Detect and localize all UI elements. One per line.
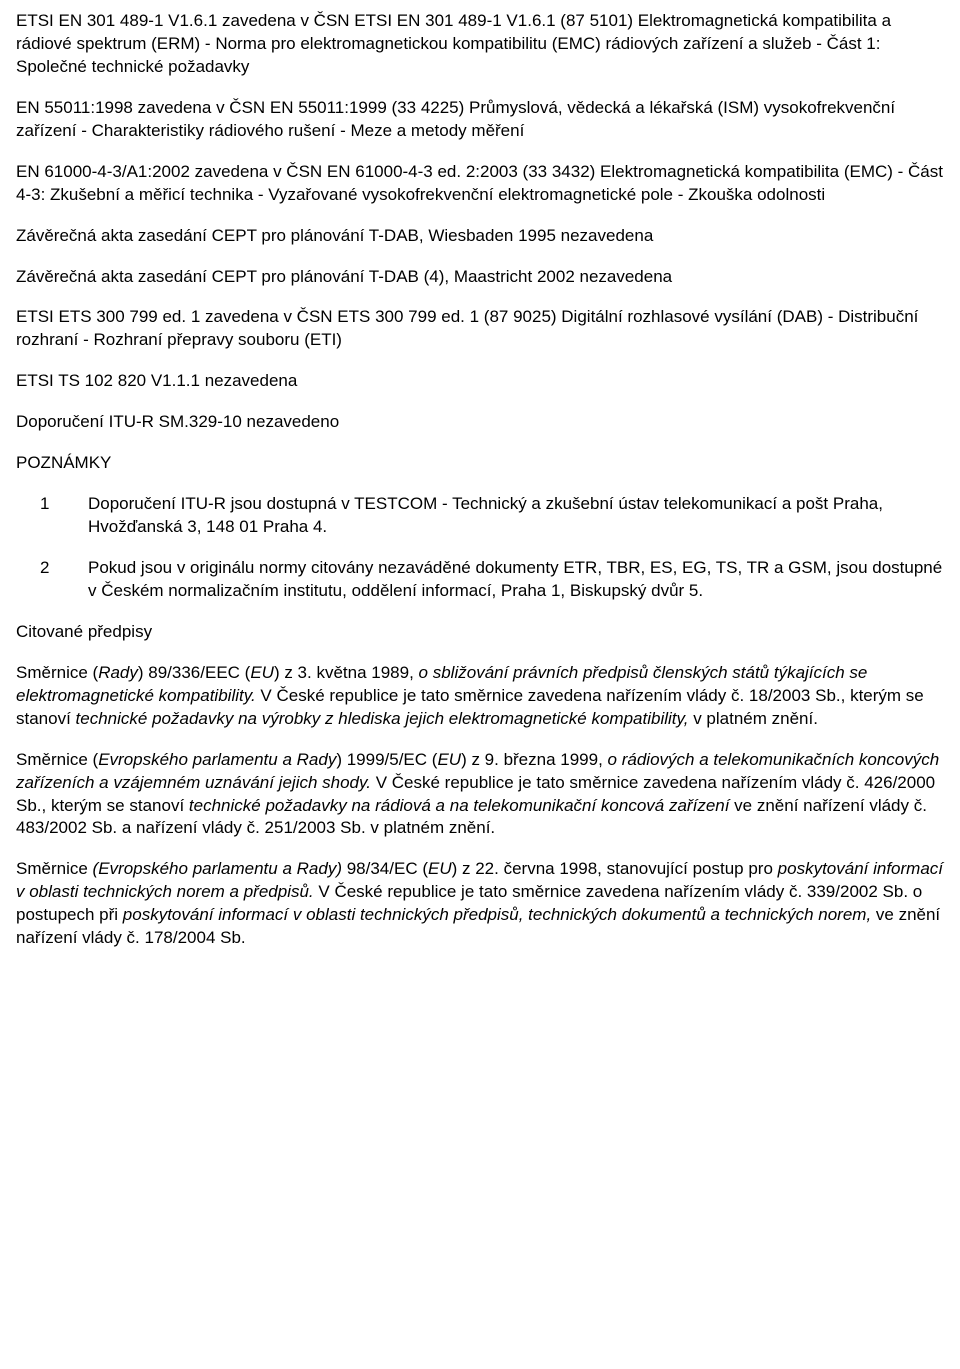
cited-regulations-heading: Citované předpisy (16, 621, 944, 644)
text-run-italic: technické požadavky na výrobky z hledisk… (76, 709, 689, 728)
note-number: 1 (16, 493, 88, 539)
text-run-italic: Rady (98, 663, 138, 682)
text-run-italic: EU (437, 750, 461, 769)
text-run: Směrnice (16, 859, 93, 878)
notes-list: 1 Doporučení ITU-R jsou dostupná v TESTC… (16, 493, 944, 603)
text-run: Směrnice ( (16, 750, 98, 769)
directive-paragraph: Směrnice (Rady) 89/336/EEC (EU) z 3. kvě… (16, 662, 944, 731)
text-run: v platném znění. (688, 709, 817, 728)
directive-paragraph: Směrnice (Evropského parlamentu a Rady) … (16, 749, 944, 841)
paragraph: ETSI EN 301 489-1 V1.6.1 zavedena v ČSN … (16, 10, 944, 79)
note-item: 1 Doporučení ITU-R jsou dostupná v TESTC… (16, 493, 944, 539)
note-number: 2 (16, 557, 88, 603)
directive-paragraph: Směrnice (Evropského parlamentu a Rady) … (16, 858, 944, 950)
text-run-italic: poskytování informací v oblasti technick… (123, 905, 871, 924)
paragraph: Doporučení ITU-R SM.329-10 nezavedeno (16, 411, 944, 434)
paragraph: Závěrečná akta zasedání CEPT pro plánová… (16, 266, 944, 289)
text-run-italic: EU (250, 663, 274, 682)
text-run: ) z 3. května 1989, (274, 663, 419, 682)
paragraph: ETSI ETS 300 799 ed. 1 zavedena v ČSN ET… (16, 306, 944, 352)
text-run: ) 89/336/EEC ( (138, 663, 250, 682)
text-run: ) z 22. června 1998, stanovující postup … (452, 859, 778, 878)
note-text: Pokud jsou v originálu normy citovány ne… (88, 557, 944, 603)
text-run-italic: (Evropského parlamentu a Rady) (93, 859, 342, 878)
paragraph: EN 61000-4-3/A1:2002 zavedena v ČSN EN 6… (16, 161, 944, 207)
text-run: ) 1999/5/EC ( (336, 750, 437, 769)
paragraph: EN 55011:1998 zavedena v ČSN EN 55011:19… (16, 97, 944, 143)
note-item: 2 Pokud jsou v originálu normy citovány … (16, 557, 944, 603)
text-run: 98/34/EC ( (342, 859, 428, 878)
notes-heading: POZNÁMKY (16, 452, 944, 475)
paragraph: ETSI TS 102 820 V1.1.1 nezavedena (16, 370, 944, 393)
text-run-italic: EU (428, 859, 452, 878)
note-text: Doporučení ITU-R jsou dostupná v TESTCOM… (88, 493, 944, 539)
text-run: ) z 9. března 1999, (461, 750, 607, 769)
text-run-italic: technické požadavky na rádiová a na tele… (189, 796, 730, 815)
text-run: Směrnice ( (16, 663, 98, 682)
text-run-italic: Evropského parlamentu a Rady (98, 750, 336, 769)
paragraph: Závěrečná akta zasedání CEPT pro plánová… (16, 225, 944, 248)
